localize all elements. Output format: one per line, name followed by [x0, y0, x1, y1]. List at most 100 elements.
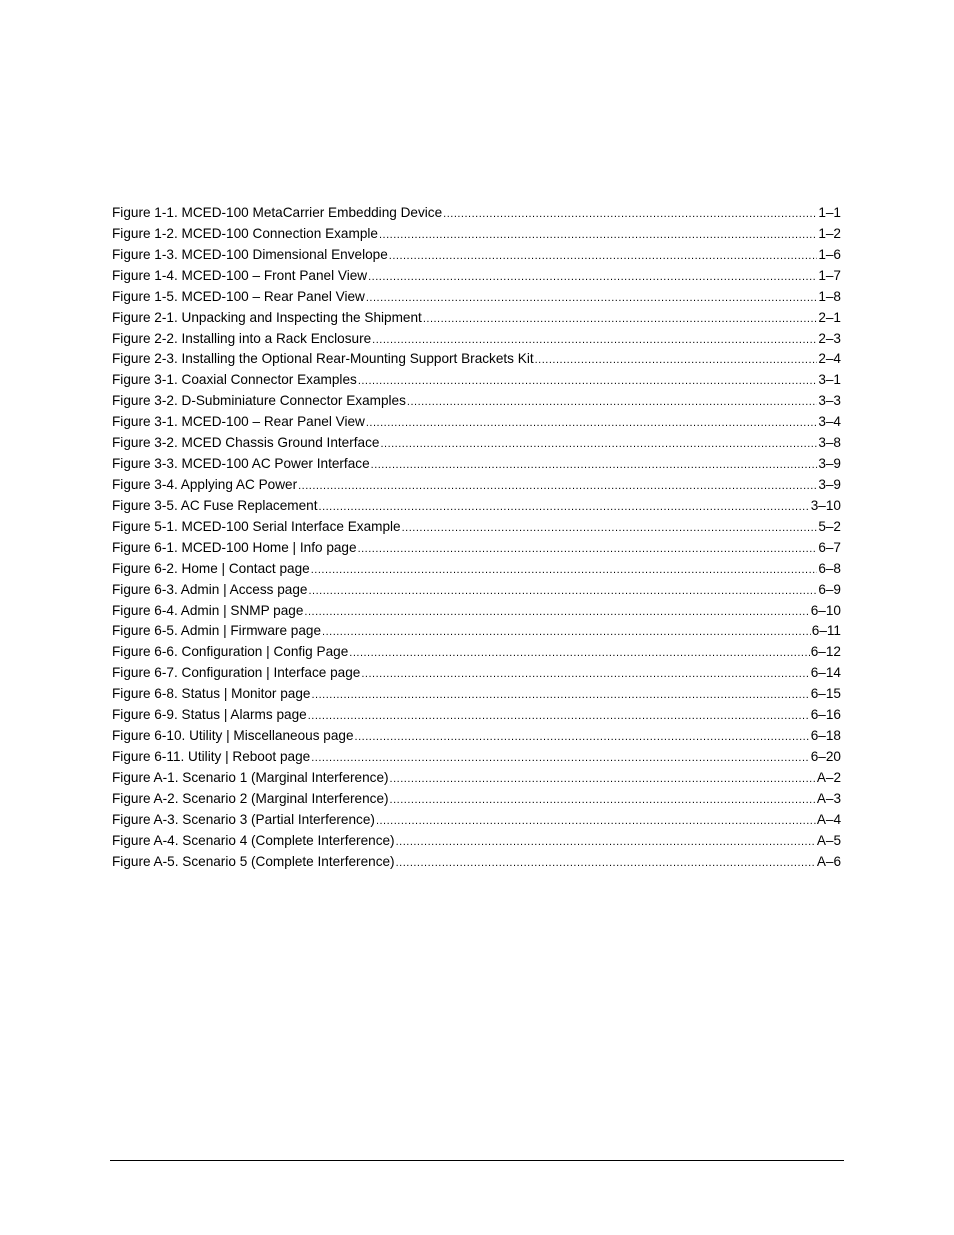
toc-entry[interactable]: Figure 6-7. Configuration | Interface pa… [112, 663, 841, 684]
toc-entry-title: Figure 3-5. AC Fuse Replacement [112, 497, 318, 513]
toc-entry-page: 3–10 [810, 497, 841, 513]
dot-leader [396, 852, 816, 873]
dot-leader [371, 454, 818, 475]
toc-entry-title: Figure 1-5. MCED-100 – Rear Panel View [112, 288, 365, 304]
toc-entry[interactable]: Figure 6-6. Configuration | Config Page 6… [112, 642, 841, 663]
dot-leader [402, 517, 818, 538]
toc-entry[interactable]: Figure 6-10. Utility | Miscellaneous pag… [112, 726, 841, 747]
dot-leader [361, 663, 809, 684]
toc-entry-page: 6–7 [818, 539, 841, 555]
toc-entry-page: 1–7 [818, 267, 841, 283]
toc-entry-page: 1–6 [818, 246, 841, 262]
toc-entry[interactable]: Figure 1-3. MCED-100 Dimensional Envelop… [112, 245, 841, 266]
dot-leader [366, 287, 817, 308]
toc-entry-title: Figure 6-7. Configuration | Interface pa… [112, 665, 361, 681]
toc-entry-page: 3–9 [818, 456, 841, 472]
dot-leader [372, 329, 817, 350]
toc-entry[interactable]: Figure 6-5. Admin | Firmware page 6–11 [112, 621, 841, 642]
toc-entry-title: Figure 6-3. Admin | Access page [112, 581, 308, 597]
toc-entry-page: A–4 [816, 811, 841, 827]
toc-entry-title: Figure 1-1. MCED-100 MetaCarrier Embeddi… [112, 205, 443, 220]
toc-entry[interactable]: Figure A-2. Scenario 2 (Marginal Interfe… [112, 789, 841, 810]
toc-entry[interactable]: Figure A-3. Scenario 3 (Partial Interfer… [112, 810, 841, 831]
toc-entry-title: Figure 6-6. Configuration | Config Page [112, 644, 349, 660]
toc-entry[interactable]: Figure 5-1. MCED-100 Serial Interface Ex… [112, 517, 841, 538]
toc-entry-title: Figure 6-11. Utility | Reboot page [112, 748, 311, 764]
dot-leader [443, 203, 817, 224]
toc-entry[interactable]: Figure 3-3. MCED-100 AC Power Interface 3… [112, 454, 841, 475]
dot-leader [308, 705, 810, 726]
toc-entry-title: Figure 6-9. Status | Alarms page [112, 707, 307, 723]
toc-entry-page: 6–20 [810, 748, 841, 764]
toc-entry-page: 3–1 [818, 372, 841, 388]
dot-leader [379, 224, 817, 245]
footer-divider [110, 1160, 844, 1161]
toc-entry[interactable]: Figure 6-2. Home | Contact page 6–8 [112, 559, 841, 580]
toc-entry-page: 2–3 [818, 330, 841, 346]
toc-entry-title: Figure A-3. Scenario 3 (Partial Interfer… [112, 811, 375, 827]
toc-entry-page: 6–16 [810, 707, 841, 723]
toc-entry-title: Figure A-5. Scenario 5 (Complete Interfe… [112, 853, 395, 869]
toc-entry[interactable]: Figure 2-3. Installing the Optional Rear… [112, 349, 841, 370]
toc-entry[interactable]: Figure 1-5. MCED-100 – Rear Panel View 1–… [112, 287, 841, 308]
toc-entry[interactable]: Figure A-1. Scenario 1 (Marginal Interfe… [112, 768, 841, 789]
toc-entry[interactable]: Figure 6-3. Admin | Access page 6–9 [112, 580, 841, 601]
toc-entry-page: 3–9 [818, 476, 841, 492]
toc-entry-page: 2–4 [818, 351, 841, 367]
toc-entry[interactable]: Figure 1-1. MCED-100 MetaCarrier Embeddi… [112, 203, 841, 224]
dot-leader [322, 621, 811, 642]
toc-entry-page: 6–18 [810, 728, 841, 744]
toc-entry-title: Figure A-2. Scenario 2 (Marginal Interfe… [112, 790, 389, 806]
toc-entry-page: 1–2 [818, 225, 841, 241]
toc-entry[interactable]: Figure 6-4. Admin | SNMP page 6–10 [112, 601, 841, 622]
toc-entry-page: A–2 [816, 769, 841, 785]
toc-entry-page: 6–12 [810, 644, 841, 660]
toc-entry[interactable]: Figure 2-2. Installing into a Rack Enclo… [112, 329, 841, 350]
dot-leader [407, 391, 817, 412]
toc-entry-title: Figure 3-4. Applying AC Power [112, 476, 298, 492]
toc-entry-title: Figure 5-1. MCED-100 Serial Interface Ex… [112, 518, 401, 534]
toc-entry[interactable]: Figure A-4. Scenario 4 (Complete Interfe… [112, 831, 841, 852]
dot-leader [311, 559, 818, 580]
toc-entry-title: Figure 1-2. MCED-100 Connection Example [112, 225, 378, 241]
toc-entry-title: Figure 2-3. Installing the Optional Rear… [112, 351, 534, 367]
toc-entry-page: 3–4 [818, 414, 841, 430]
toc-entry-title: Figure 3-3. MCED-100 AC Power Interface [112, 456, 370, 472]
toc-entry[interactable]: Figure A-5. Scenario 5 (Complete Interfe… [112, 852, 841, 873]
dot-leader [368, 266, 817, 287]
toc-entry-page: 2–1 [818, 309, 841, 325]
toc-entry[interactable]: Figure 6-9. Status | Alarms page 6–16 [112, 705, 841, 726]
toc-entry[interactable]: Figure 2-1. Unpacking and Inspecting the… [112, 308, 841, 329]
toc-entry[interactable]: Figure 3-4. Applying AC Power 3–9 [112, 475, 841, 496]
toc-entry-page: A–6 [816, 853, 841, 869]
toc-entry-title: Figure 6-5. Admin | Firmware page [112, 623, 322, 639]
toc-entry[interactable]: Figure 3-2. D-Subminiature Connector Exa… [112, 391, 841, 412]
toc-entry[interactable]: Figure 3-1. Coaxial Connector Examples 3–… [112, 370, 841, 391]
toc-entry-page: 6–8 [818, 560, 841, 576]
toc-entry-page: 6–15 [810, 686, 841, 702]
dot-leader [355, 726, 810, 747]
dot-leader [319, 496, 810, 517]
dot-leader [535, 349, 818, 370]
toc-entry-page: A–3 [816, 790, 841, 806]
dot-leader [390, 768, 816, 789]
toc-entry[interactable]: Figure 3-1. MCED-100 – Rear Panel View 3–… [112, 412, 841, 433]
dot-leader [358, 538, 818, 559]
dot-leader [311, 684, 809, 705]
dot-leader [380, 433, 817, 454]
toc-entry[interactable]: Figure 3-5. AC Fuse Replacement 3–10 [112, 496, 841, 517]
toc-entry[interactable]: Figure 6-1. MCED-100 Home | Info page 6–7 [112, 538, 841, 559]
toc-entry[interactable]: Figure 1-4. MCED-100 – Front Panel View 1… [112, 266, 841, 287]
toc-entry[interactable]: Figure 6-8. Status | Monitor page 6–15 [112, 684, 841, 705]
toc-entry[interactable]: Figure 3-2. MCED Chassis Ground Interfac… [112, 433, 841, 454]
dot-leader [423, 308, 817, 329]
list-of-figures: Figure 1-1. MCED-100 MetaCarrier Embeddi… [112, 203, 841, 873]
dot-leader [390, 789, 816, 810]
toc-entry-title: Figure 2-1. Unpacking and Inspecting the… [112, 309, 422, 325]
dot-leader [376, 810, 816, 831]
toc-entry-title: Figure 1-3. MCED-100 Dimensional Envelop… [112, 246, 388, 262]
toc-entry-page: 6–14 [810, 665, 841, 681]
toc-entry-page: 6–11 [811, 623, 841, 639]
toc-entry[interactable]: Figure 1-2. MCED-100 Connection Example 1… [112, 224, 841, 245]
toc-entry[interactable]: Figure 6-11. Utility | Reboot page 6–20 [112, 747, 841, 768]
